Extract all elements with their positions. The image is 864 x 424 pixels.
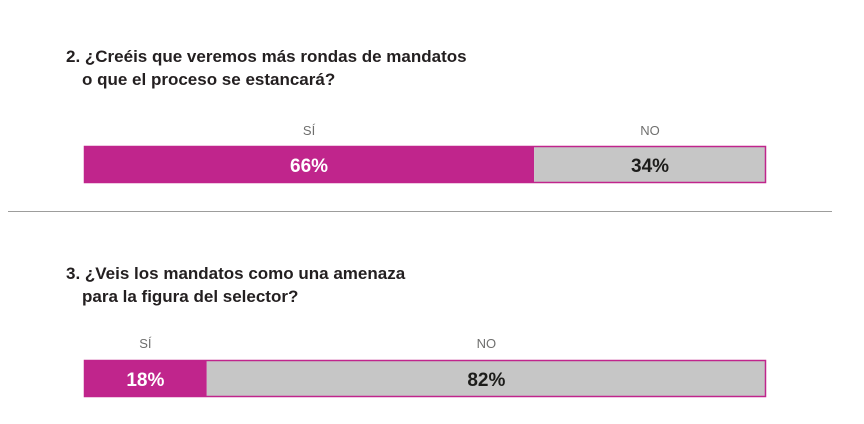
question-2-title-line-1: 2. ¿Creéis que veremos más rondas de man… bbox=[66, 47, 467, 66]
question-3-title: 3. ¿Veis los mandatos como una amenaza p… bbox=[66, 262, 405, 308]
bar-outline bbox=[83, 145, 767, 184]
bar-outline bbox=[83, 359, 767, 398]
category-label-si: SÍ bbox=[303, 123, 316, 138]
section-divider bbox=[8, 211, 832, 212]
data-label-si: 66% bbox=[290, 156, 328, 177]
question-3-title-line-1: 3. ¿Veis los mandatos como una amenaza bbox=[66, 264, 406, 283]
bar-segment-no bbox=[206, 360, 766, 397]
bar-segment-no bbox=[534, 146, 766, 183]
data-label-si: 18% bbox=[126, 370, 164, 391]
question-3-title-line-2: para la figura del selector? bbox=[82, 287, 299, 306]
category-label-si: SÍ bbox=[139, 336, 152, 351]
data-label-no: 34% bbox=[631, 156, 669, 177]
question-2-title: 2. ¿Creéis que veremos más rondas de man… bbox=[66, 45, 467, 91]
category-label-no: NO bbox=[640, 123, 660, 138]
bar-segment-si bbox=[84, 146, 535, 183]
bar-segment-si bbox=[84, 360, 207, 397]
category-label-no: NO bbox=[477, 336, 497, 351]
question-2-title-line-2: o que el proceso se estancará? bbox=[82, 70, 336, 89]
data-label-no: 82% bbox=[467, 370, 505, 391]
